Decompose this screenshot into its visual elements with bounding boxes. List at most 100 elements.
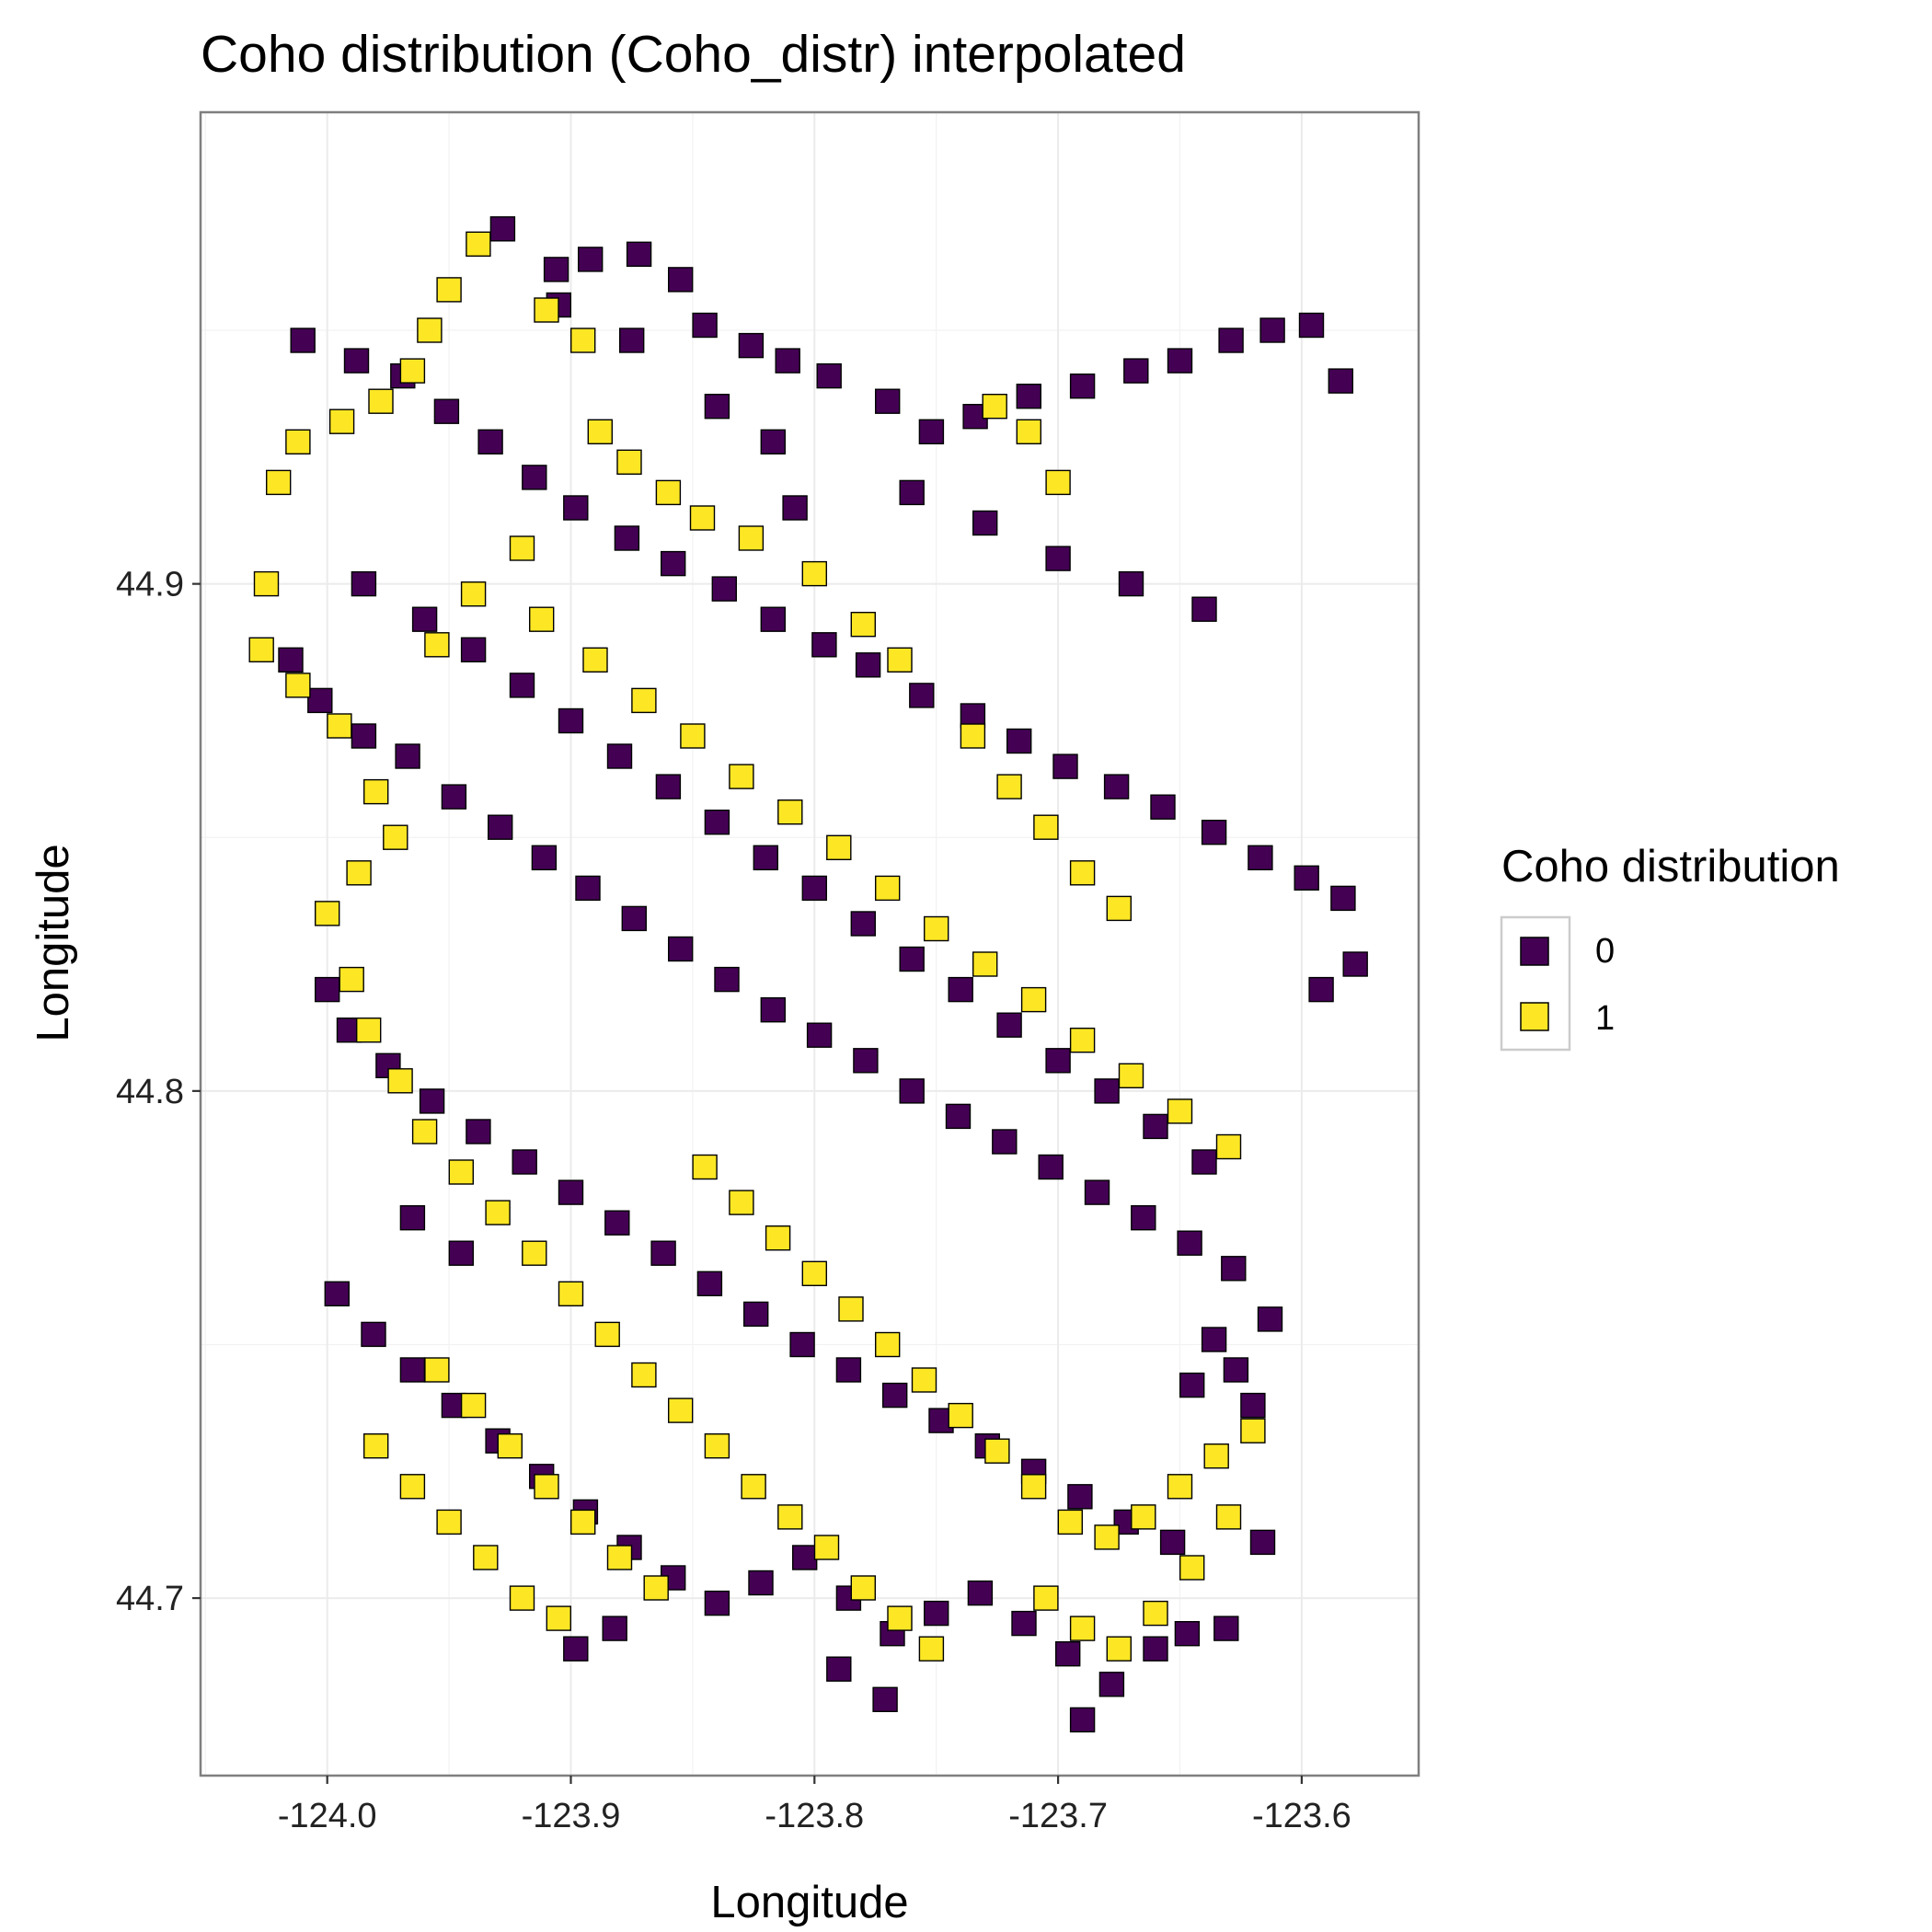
point-s0-104 [924, 1600, 949, 1627]
point-s0-64 [1131, 1204, 1156, 1231]
point-s1-8 [253, 570, 280, 597]
point-s1-68 [1167, 1098, 1193, 1124]
point-s1-56 [582, 647, 608, 673]
point-s0-135 [606, 743, 633, 769]
point-s0-32 [855, 652, 881, 678]
point-s1-89 [692, 1154, 718, 1180]
point-s1-5 [328, 408, 355, 434]
chart-title: Coho distribution (Coho_distr) interpola… [201, 25, 1186, 84]
point-s0-91 [361, 1321, 386, 1348]
point-s1-21 [485, 1200, 511, 1225]
point-s1-96 [948, 1402, 973, 1429]
point-s0-76 [558, 1179, 584, 1205]
point-s0-4 [668, 267, 694, 293]
point-s0-101 [792, 1545, 818, 1570]
point-s0-141 [899, 946, 925, 972]
point-s0-28 [661, 550, 686, 577]
point-s1-60 [777, 799, 803, 825]
point-s1-77 [1033, 1585, 1059, 1611]
point-s0-119 [1201, 1327, 1227, 1352]
point-s0-105 [967, 1580, 994, 1606]
point-s0-131 [411, 606, 438, 632]
point-s1-65 [1020, 986, 1047, 1013]
point-s0-109 [1143, 1636, 1168, 1662]
point-s1-29 [777, 1504, 803, 1530]
point-s1-36 [587, 419, 613, 444]
x-tick-label-0: -124.0 [278, 1797, 377, 1835]
point-s1-70 [424, 1357, 450, 1383]
point-s0-125 [899, 479, 925, 506]
point-s0-110 [563, 1636, 589, 1662]
point-s0-140 [850, 911, 876, 937]
point-s1-34 [534, 297, 559, 323]
legend-key-0 [1520, 937, 1549, 966]
point-s0-92 [399, 1357, 426, 1383]
point-s0-89 [1159, 1529, 1186, 1556]
point-s1-51 [982, 394, 1007, 420]
point-s0-106 [1011, 1610, 1037, 1637]
point-s1-3 [399, 358, 426, 384]
point-s1-35 [570, 328, 596, 353]
point-s1-85 [436, 1509, 462, 1535]
point-s1-49 [1045, 469, 1071, 496]
point-s1-93 [838, 1296, 864, 1322]
point-s1-50 [1016, 419, 1042, 444]
point-s0-78 [650, 1240, 676, 1266]
point-s0-146 [1143, 1113, 1168, 1140]
point-s0-25 [522, 465, 547, 490]
point-s1-90 [729, 1190, 754, 1215]
point-s0-23 [433, 398, 460, 424]
point-s0-5 [692, 312, 718, 339]
point-s0-66 [1221, 1256, 1247, 1282]
point-s1-10 [285, 673, 311, 698]
point-s0-21 [343, 348, 370, 374]
point-s1-59 [729, 764, 754, 789]
y-tick-label-2: 44.9 [116, 566, 184, 604]
point-s1-28 [741, 1474, 766, 1500]
point-s1-38 [655, 479, 682, 506]
point-s0-20 [290, 328, 316, 353]
point-s0-148 [399, 1204, 426, 1231]
point-s0-43 [1342, 951, 1368, 977]
point-s0-42 [1330, 885, 1356, 912]
point-s0-144 [1045, 1048, 1071, 1074]
point-s0-147 [1191, 1149, 1217, 1175]
point-s0-7 [775, 348, 800, 374]
point-s0-6 [738, 332, 765, 359]
point-s0-33 [909, 683, 935, 708]
point-s1-63 [924, 915, 949, 942]
point-s0-134 [558, 707, 584, 734]
point-s0-68 [1223, 1357, 1249, 1383]
point-s0-128 [1118, 570, 1144, 597]
point-s1-97 [984, 1438, 1010, 1464]
point-s1-99 [1057, 1509, 1084, 1535]
point-s0-126 [972, 510, 998, 536]
point-s1-95 [911, 1367, 937, 1393]
point-s0-40 [1248, 845, 1273, 870]
point-s1-71 [460, 1392, 487, 1419]
point-s1-42 [850, 612, 876, 638]
point-s0-44 [1308, 976, 1334, 1003]
point-s0-65 [1177, 1230, 1202, 1256]
point-s0-54 [668, 936, 694, 962]
point-s1-23 [558, 1281, 584, 1307]
point-s0-17 [1259, 317, 1285, 343]
point-s1-1 [436, 277, 462, 303]
point-s1-82 [1215, 1504, 1242, 1530]
point-s0-136 [655, 774, 682, 799]
point-s0-123 [760, 429, 786, 454]
point-s1-14 [346, 860, 372, 886]
point-s1-41 [801, 560, 827, 587]
point-s1-102 [1167, 1474, 1193, 1500]
point-s0-107 [1054, 1640, 1081, 1667]
y-tick-label-1: 44.8 [116, 1073, 184, 1111]
x-tick-label-3: -123.7 [1008, 1797, 1108, 1835]
point-s0-121 [619, 328, 645, 353]
ticks: -124.0 -123.9 -123.8 -123.7 -123.6 44.7 44.8 44… [116, 566, 1351, 1835]
point-s0-108 [1098, 1672, 1125, 1697]
point-s0-83 [882, 1382, 908, 1409]
point-s1-84 [399, 1474, 426, 1500]
point-s1-13 [383, 824, 408, 850]
point-s0-149 [448, 1240, 474, 1266]
point-s0-69 [1179, 1372, 1205, 1398]
